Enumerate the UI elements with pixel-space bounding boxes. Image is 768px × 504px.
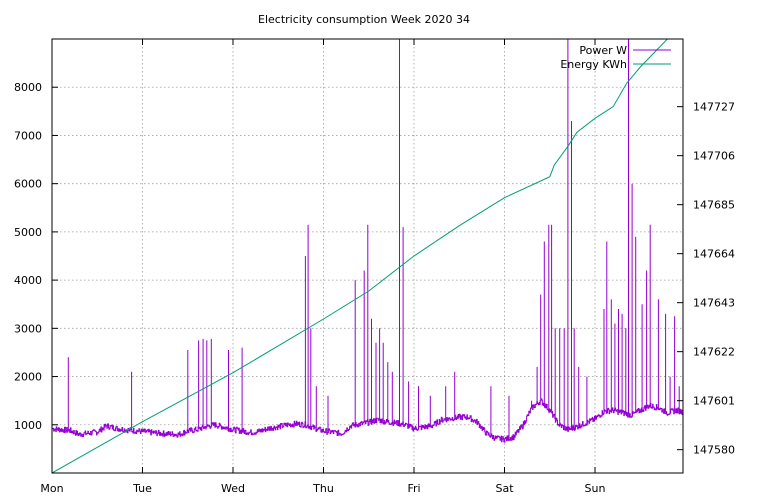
y-left-tick-label: 6000 — [14, 178, 42, 191]
y-left-tick-label: 3000 — [14, 322, 42, 335]
y-left-tick-label: 8000 — [14, 81, 42, 94]
y-right-tick-label: 147727 — [693, 101, 735, 114]
x-tick-label: Fri — [407, 482, 420, 495]
plot-border — [51, 38, 684, 474]
y-right-tick-label: 147601 — [693, 395, 735, 408]
y-left-tick-label: 5000 — [14, 226, 42, 239]
grid — [52, 39, 683, 473]
y-right-tick-label: 147622 — [693, 346, 735, 359]
y-left-tick-label: 1000 — [14, 419, 42, 432]
x-tick-label: Sun — [585, 482, 606, 495]
chart-title: Electricity consumption Week 2020 34 — [258, 13, 470, 26]
x-tick-label: Mon — [40, 482, 63, 495]
y-right-tick-label: 147685 — [693, 199, 735, 212]
axis-ticks: Mon Tue Wed Thu Fri Sat Sun 1000 2000 3000 4000 500… — [14, 39, 735, 495]
legend: Power W Energy KWh — [560, 44, 671, 71]
x-tick-label: Wed — [221, 482, 245, 495]
y-right-tick-label: 147580 — [693, 444, 735, 457]
legend-label-energy: Energy KWh — [560, 58, 627, 71]
power-series-line — [52, 39, 683, 443]
y-left-tick-label: 7000 — [14, 129, 42, 142]
x-tick-label: Thu — [312, 482, 334, 495]
series-group — [52, 39, 683, 473]
y-right-tick-label: 147664 — [693, 248, 735, 261]
y-right-tick-label: 147706 — [693, 150, 735, 163]
y-left-tick-label: 2000 — [14, 371, 42, 384]
x-tick-label: Sat — [495, 482, 514, 495]
energy-series-line — [52, 39, 668, 473]
legend-label-power: Power W — [579, 44, 627, 57]
y-right-tick-label: 147643 — [693, 297, 735, 310]
y-left-tick-label: 4000 — [14, 274, 42, 287]
x-tick-label: Tue — [132, 482, 152, 495]
